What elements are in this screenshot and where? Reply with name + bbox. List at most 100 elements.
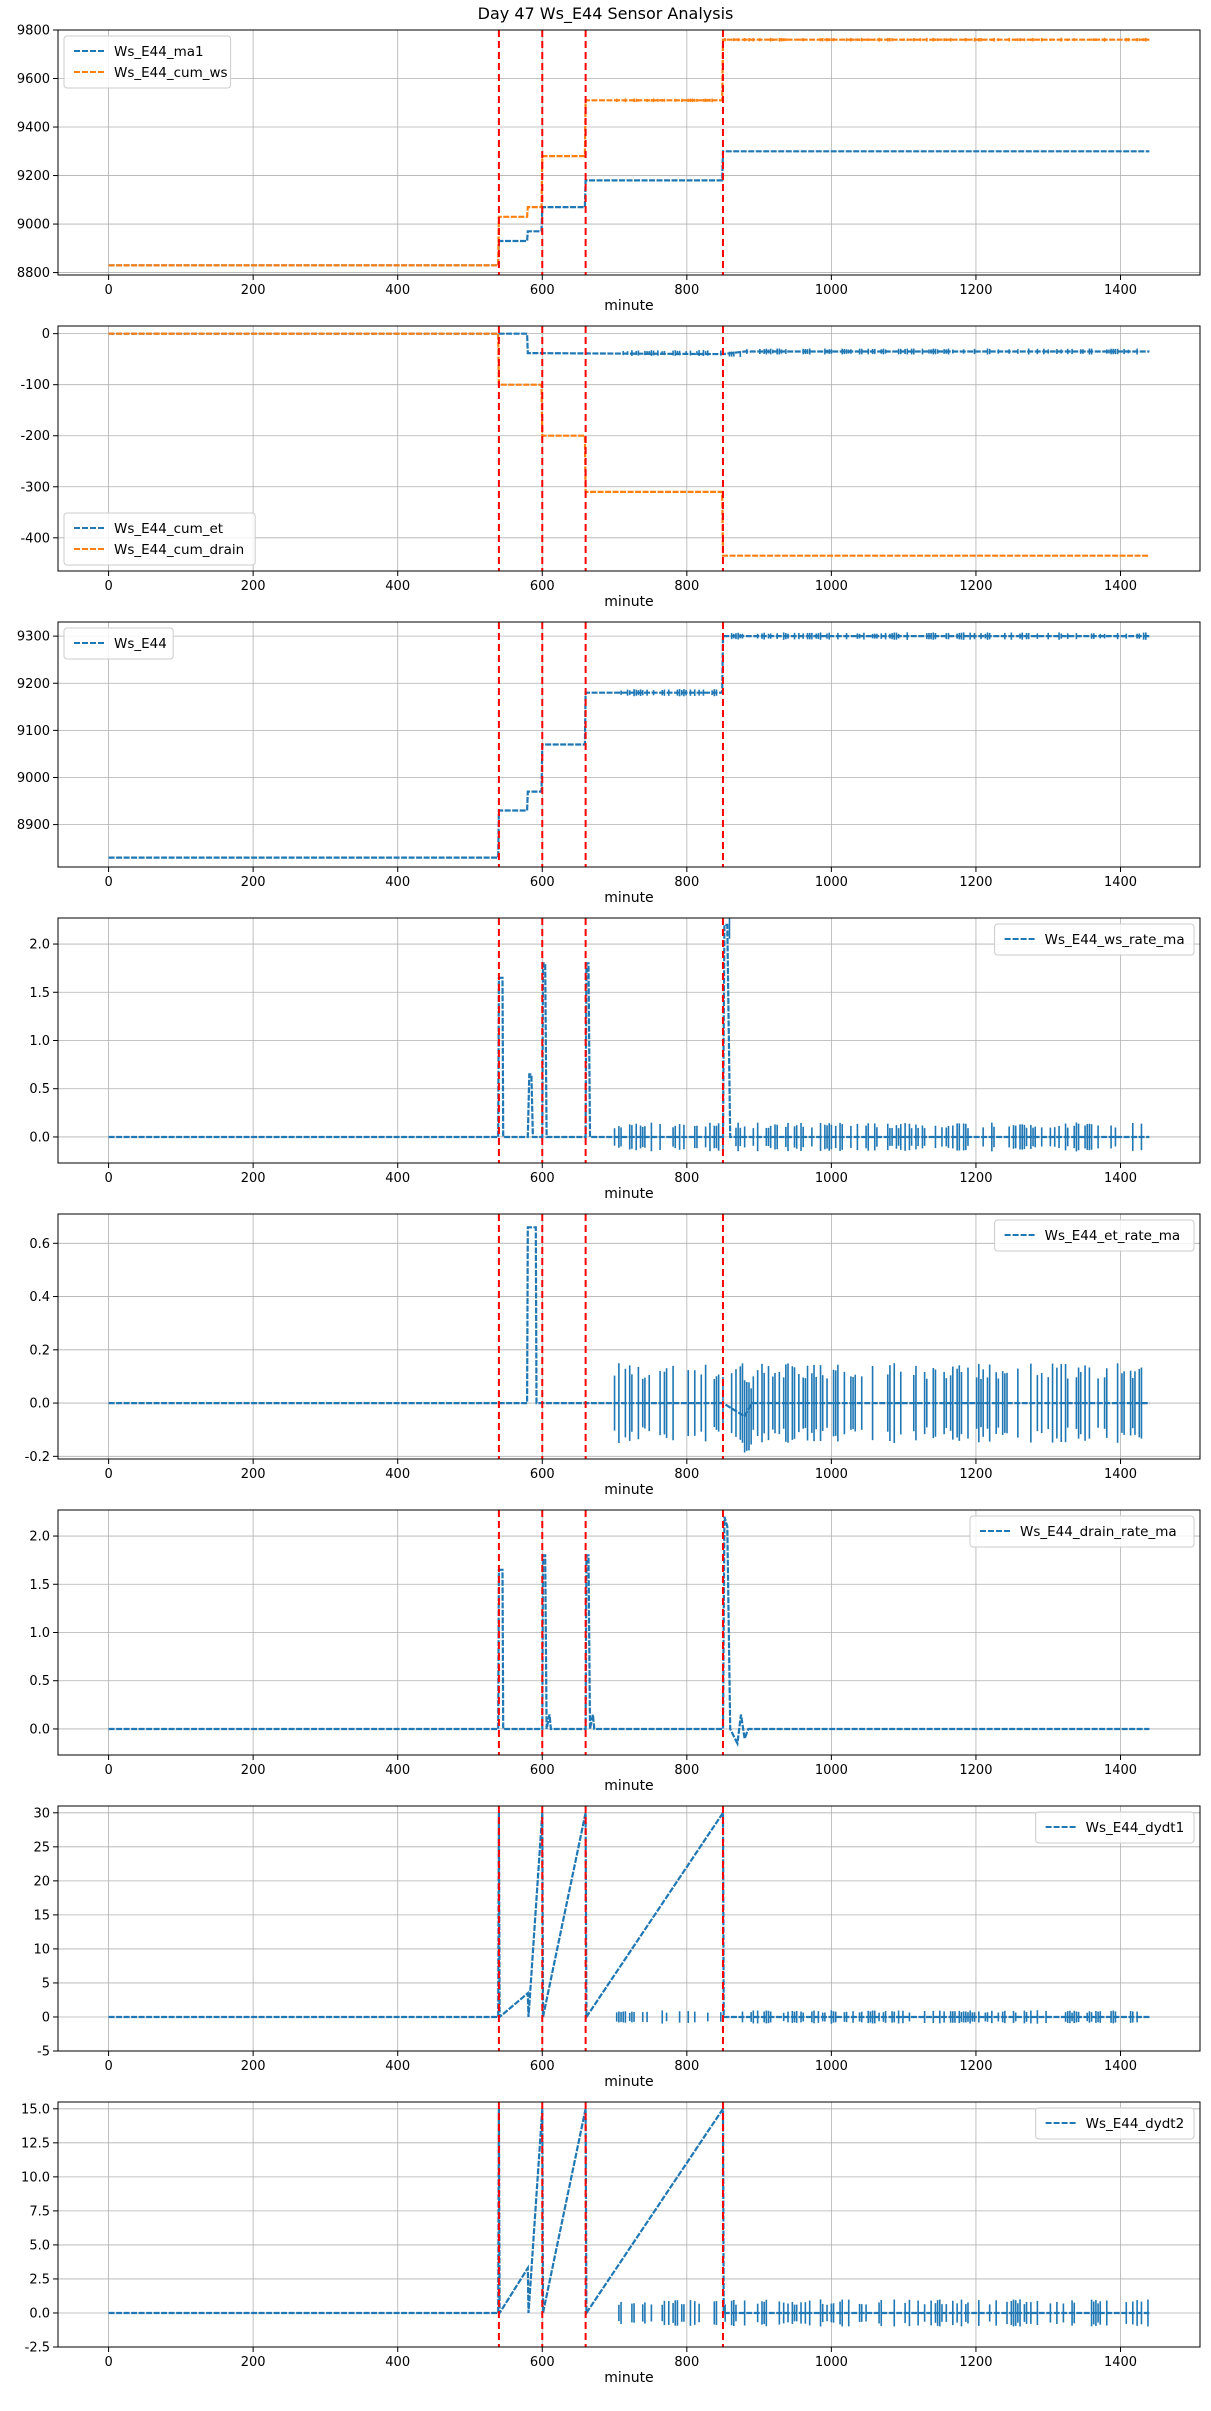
axes-frame: [57, 621, 1201, 868]
x-tick-label: 1200: [959, 1467, 992, 1482]
x-tick-label: 1400: [1104, 1763, 1137, 1778]
axes-frame: [57, 1213, 1201, 1460]
plot-area: [108, 37, 1150, 267]
x-tick-label: 800: [674, 1467, 699, 1482]
legend-label: Ws_E44_cum_et: [114, 521, 223, 537]
y-tick-label: -100: [20, 378, 50, 393]
legend-box: [63, 35, 232, 89]
x-tick-label: 0: [104, 283, 112, 298]
legend-label: Ws_E44_cum_drain: [114, 542, 244, 558]
legend-label: Ws_E44_ws_rate_ma: [1045, 932, 1185, 948]
x-tick-label: 1000: [815, 283, 848, 298]
x-tick-label: 1200: [959, 1763, 992, 1778]
legend: Ws_E44_ma1 Ws_E44_cum_ws: [63, 35, 232, 89]
x-tick-label: 1200: [959, 1171, 992, 1186]
x-tick-label: 600: [530, 2059, 555, 2074]
x-tick-label: 400: [385, 2059, 410, 2074]
x-tick-label: 600: [530, 579, 555, 594]
x-axis-label: minute: [604, 1778, 653, 1794]
y-tick-label: 9800: [17, 24, 50, 39]
x-tick-label: 0: [104, 1171, 112, 1186]
y-tick-label: 0.0: [29, 2306, 50, 2321]
x-tick-label: 1200: [959, 283, 992, 298]
legend: Ws_E44: [63, 627, 174, 660]
x-tick-label: 400: [385, 283, 410, 298]
chart-panel-2: 0 200 400 600 800 1000 1200 1400 0 -100 -200 -300 -4…: [20, 325, 1201, 610]
series-noise-1: [613, 918, 1143, 1152]
y-tick-label: 2.5: [29, 2272, 50, 2287]
y-tick-label: 1.5: [29, 1578, 50, 1593]
x-axis-label: minute: [604, 1482, 653, 1498]
x-axis-label: minute: [604, 890, 653, 906]
x-tick-label: 200: [241, 1467, 266, 1482]
x-tick-label: 600: [530, 1763, 555, 1778]
y-tick-label: 0.0: [29, 1130, 50, 1145]
series-noise-1: [613, 1363, 1143, 1453]
x-tick-label: 200: [241, 875, 266, 890]
x-tick-label: 0: [104, 2355, 112, 2370]
plot-area: [108, 1807, 1150, 2024]
y-tick-label: 9200: [17, 677, 50, 692]
x-tick-label: 1400: [1104, 2059, 1137, 2074]
legend: Ws_E44_dydt2: [1035, 2107, 1195, 2140]
x-tick-label: 0: [104, 1467, 112, 1482]
x-tick-label: 1000: [815, 875, 848, 890]
x-tick-label: 400: [385, 2355, 410, 2370]
x-tick-label: 400: [385, 579, 410, 594]
legend: Ws_E44_cum_et Ws_E44_cum_drain: [63, 512, 256, 566]
y-tick-label: 0.0: [29, 1397, 50, 1412]
y-tick-label: 30: [33, 1806, 50, 1821]
y-tick-label: 9600: [17, 72, 50, 87]
x-tick-label: 600: [530, 2355, 555, 2370]
legend-label: Ws_E44_ma1: [114, 44, 204, 60]
y-tick-label: 1.5: [29, 986, 50, 1001]
y-tick-label: 20: [33, 1874, 50, 1889]
plot-area: [108, 1516, 1150, 1748]
x-tick-label: 600: [530, 875, 555, 890]
x-axis-label: minute: [604, 298, 653, 314]
chart-panel-4: 0 200 400 600 800 1000 1200 1400 0.0 0.5 1.0 1.5 2.0…: [29, 917, 1201, 1202]
x-tick-label: 0: [104, 579, 112, 594]
x-tick-label: 1400: [1104, 875, 1137, 890]
series-noise-1: [622, 348, 1138, 357]
x-tick-label: 200: [241, 579, 266, 594]
legend-label: Ws_E44_cum_ws: [114, 65, 228, 81]
axes-frame: [57, 1805, 1201, 2052]
series-noise-1: [618, 2299, 1149, 2327]
y-tick-label: -400: [20, 531, 50, 546]
y-tick-label: 10: [33, 1942, 50, 1957]
x-tick-label: 200: [241, 2355, 266, 2370]
x-tick-label: 1400: [1104, 579, 1137, 594]
series-line-1: [108, 1516, 1150, 1748]
x-tick-label: 1000: [815, 1171, 848, 1186]
legend-label: Ws_E44_drain_rate_ma: [1020, 1524, 1177, 1540]
x-tick-label: 200: [241, 1171, 266, 1186]
chart-panel-3: 0 200 400 600 800 1000 1200 1400 8900 9000 9100 920…: [17, 621, 1201, 906]
x-tick-label: 1400: [1104, 2355, 1137, 2370]
y-tick-label: -0.2: [25, 1450, 50, 1465]
y-tick-label: 0.5: [29, 1674, 50, 1689]
y-tick-label: 9000: [17, 771, 50, 786]
x-tick-label: 1400: [1104, 283, 1137, 298]
y-tick-label: 5.0: [29, 2238, 50, 2253]
legend-box: [969, 1515, 1195, 1548]
series-line-1: [108, 1226, 1150, 1418]
legend: Ws_E44_et_rate_ma: [994, 1219, 1195, 1252]
y-tick-label: 8900: [17, 818, 50, 833]
x-tick-label: 800: [674, 283, 699, 298]
x-tick-label: 400: [385, 1467, 410, 1482]
legend-box: [994, 1219, 1195, 1252]
series-noise-1: [620, 632, 1147, 697]
x-tick-label: 1000: [815, 1763, 848, 1778]
x-tick-label: 1400: [1104, 1171, 1137, 1186]
x-tick-label: 600: [530, 1171, 555, 1186]
legend-label: Ws_E44: [114, 636, 167, 652]
y-tick-label: 9200: [17, 169, 50, 184]
legend-label: Ws_E44_dydt2: [1086, 2116, 1185, 2132]
y-tick-label: 9000: [17, 218, 50, 233]
x-tick-label: 800: [674, 1171, 699, 1186]
series-noise-1: [615, 1807, 1138, 2024]
x-tick-label: 200: [241, 1763, 266, 1778]
x-tick-label: 200: [241, 283, 266, 298]
